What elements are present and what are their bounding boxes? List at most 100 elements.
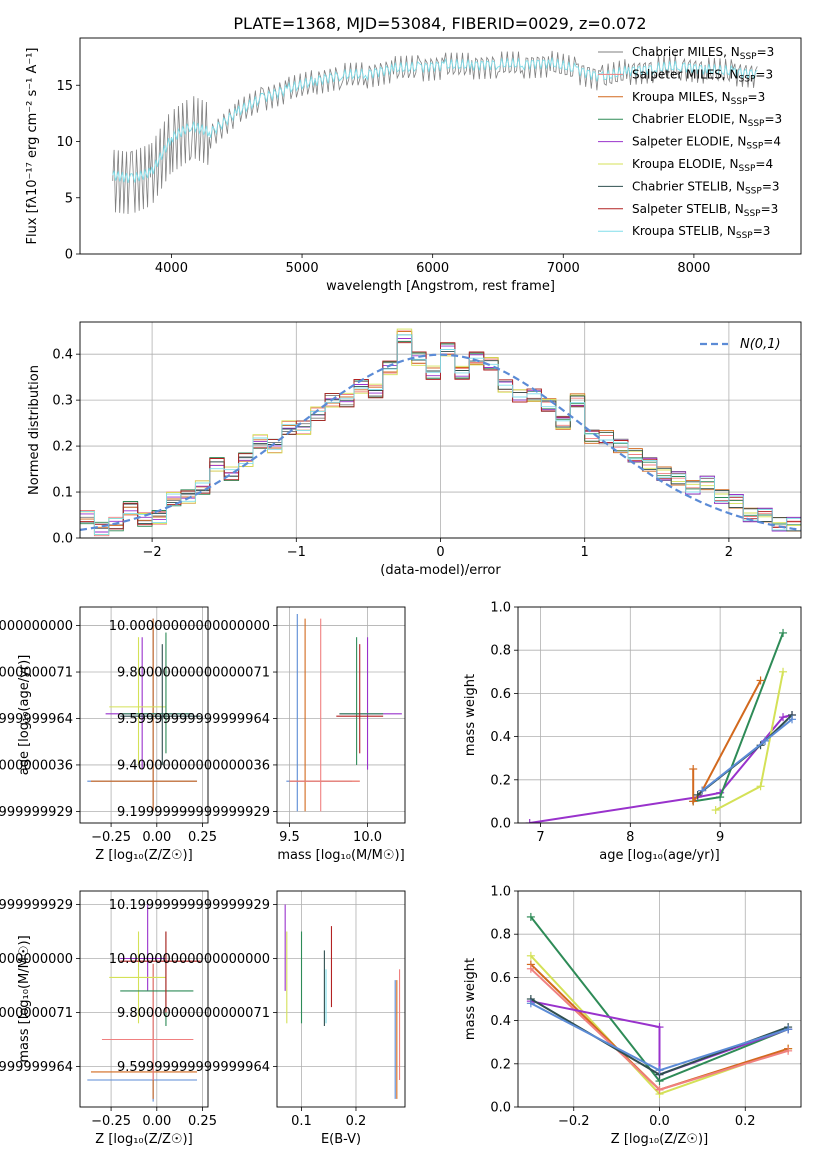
y-tick-label: 9.80000000000000071 — [117, 1006, 270, 1021]
legend-nssp: =4 — [763, 135, 781, 149]
x-tick-label: 0.2 — [346, 1114, 367, 1129]
x-tick-label: 7 — [536, 830, 544, 845]
x-tick-label: −1 — [287, 545, 306, 560]
legend-nssp: =3 — [762, 179, 780, 193]
x-tick-label: 8 — [626, 830, 634, 845]
y-axis-label: mass weight — [463, 958, 478, 1040]
y-tick-label: 9.59999999999999964 — [0, 1060, 73, 1075]
x-tick-label: 6000 — [416, 261, 449, 276]
legend-subscript: SSP — [739, 164, 756, 174]
legend-nssp: =3 — [755, 67, 773, 81]
legend-subscript: SSP — [744, 209, 761, 219]
y-tick-label: 9.19999999999999929 — [117, 805, 270, 820]
legend-nssp: =3 — [753, 224, 771, 238]
histogram-series — [80, 334, 801, 538]
x-axis-label: (data-model)/error — [380, 563, 501, 578]
y-tick-label: 9.59999999999999964 — [0, 712, 73, 727]
legend-model-name: Chabrier MILES, N — [632, 45, 740, 59]
plot-area-mass_age — [286, 613, 402, 812]
x-axis-label: Z [log₁₀(Z/Z☉)] — [95, 1132, 192, 1147]
legend-nssp: =3 — [761, 202, 779, 216]
gaussian-curve — [80, 353, 801, 531]
legend-entry: Salpeter MILES, NSSP=3 — [632, 67, 773, 84]
x-tick-label: 9 — [716, 830, 724, 845]
x-tick-label: 0 — [436, 545, 444, 560]
y-tick-label: 0.8 — [490, 928, 511, 943]
y-tick-label: 0.4 — [490, 1014, 511, 1029]
plot-area-spectrum — [112, 50, 758, 215]
plot-area-ebv_mass — [284, 904, 401, 1099]
y-axis-label: age [log₁₀(age/yr)] — [17, 655, 32, 776]
y-tick-label: 0.2 — [490, 1057, 511, 1072]
plot-area-residual_hist — [80, 328, 801, 538]
legend-label-gaussian: N(0,1) — [740, 337, 781, 352]
axes-frame — [517, 606, 802, 824]
axes-frame — [79, 606, 209, 824]
y-tick-label: 0.1 — [52, 486, 73, 501]
legend-subscript: SSP — [748, 119, 765, 129]
x-tick-label: 5000 — [286, 261, 319, 276]
legend-nssp: =3 — [748, 90, 766, 104]
x-tick-label: 2 — [725, 545, 733, 560]
panel-z_weight: −0.2 0.0 0.2 0.0 0.2 0.4 0.6 0.8 1.0 Z [log₁₀(Z/Z… — [463, 885, 802, 1147]
y-tick-label: 9.59999999999999964 — [117, 712, 270, 727]
y-tick-label: 9.80000000000000071 — [0, 666, 73, 681]
x-tick-label: 1 — [581, 545, 589, 560]
x-axis-label: Z [log₁₀(Z/Z☉)] — [611, 1132, 708, 1147]
weight-series — [529, 714, 793, 823]
weight-series — [715, 671, 784, 811]
y-tick-label: 15 — [56, 79, 73, 94]
panel-z_age: −0.25 0.00 0.25 9.19999999999999929 9.400000… — [0, 606, 217, 863]
x-axis-label: age [log₁₀(age/yr)] — [599, 848, 720, 863]
x-tick-label: 4000 — [155, 261, 188, 276]
axes-frame — [276, 890, 406, 1108]
y-tick-label: 9.40000000000000036 — [117, 758, 270, 773]
series-data — [112, 50, 758, 215]
y-axis-label: Normed distribution — [27, 365, 42, 495]
panel-residual_hist: −2 −1 0 1 2 0.0 0.1 0.2 0.3 0.4 (data-model)/error… — [27, 321, 802, 578]
series-model — [112, 57, 758, 184]
panel-ebv_mass: 0.1 0.2 9.59999999999999964 9.8000000000000… — [109, 890, 406, 1147]
y-tick-label: 1.0 — [490, 885, 511, 900]
x-tick-label: 10.0 — [353, 830, 382, 845]
legend-model-name: Chabrier STELIB, N — [632, 179, 745, 193]
legend-model-name: Kroupa ELODIE, N — [632, 157, 739, 171]
y-tick-label: 0.2 — [490, 773, 511, 788]
x-tick-label: −0.25 — [91, 830, 131, 845]
y-tick-label: 10 — [56, 135, 73, 150]
x-tick-label: −2 — [143, 545, 162, 560]
x-axis-label: E(B-V) — [321, 1132, 361, 1147]
y-tick-label: 10.19999999999999929 — [109, 898, 270, 913]
y-tick-label: 0.6 — [490, 687, 511, 702]
y-axis-label: mass [log₁₀(M/M☉)] — [17, 935, 32, 1062]
y-tick-label: 0.4 — [52, 348, 73, 363]
y-tick-label: 0.4 — [490, 730, 511, 745]
x-tick-label: 7000 — [547, 261, 580, 276]
legend-entry: Chabrier ELODIE, NSSP=3 — [632, 112, 782, 129]
y-tick-label: 1.0 — [490, 601, 511, 616]
legend-entry: Kroupa MILES, NSSP=3 — [632, 90, 765, 107]
axes-frame — [276, 606, 406, 824]
legend-subscript: SSP — [731, 97, 748, 107]
y-tick-label: 0.0 — [490, 1101, 511, 1116]
figure-title: PLATE=1368, MJD=53084, FIBERID=0029, z=0… — [233, 14, 646, 33]
x-tick-label: 0.00 — [142, 1114, 171, 1129]
y-tick-label: 5 — [65, 191, 73, 206]
x-tick-label: 0.0 — [649, 1114, 670, 1129]
panel-age_weight: 7 8 9 0.0 0.2 0.4 0.6 0.8 1.0 age [log₁₀(age/yr)]… — [463, 601, 802, 863]
x-axis-label: mass [log₁₀(M/M☉)] — [277, 848, 404, 863]
panel-spectrum: 4000 5000 6000 7000 8000 0 5 10 15 wavelength [An… — [25, 37, 802, 294]
y-tick-label: 10.00000000000000000 — [109, 619, 270, 634]
y-axis-label: Flux [fλ10⁻¹⁷ erg cm⁻² s⁻¹ A⁻¹] — [25, 48, 40, 245]
y-tick-label: 9.40000000000000036 — [0, 758, 73, 773]
y-tick-label: 0.8 — [490, 644, 511, 659]
y-tick-label: 9.80000000000000071 — [0, 1006, 73, 1021]
legend-entry: Chabrier STELIB, NSSP=3 — [632, 179, 780, 196]
y-tick-label: 9.19999999999999929 — [0, 805, 73, 820]
x-tick-label: −0.25 — [91, 1114, 131, 1129]
y-axis-label: mass weight — [463, 674, 478, 756]
legend-model-name: Salpeter ELODIE, N — [632, 135, 746, 149]
y-tick-label: 10.00000000000000000 — [109, 952, 270, 967]
legend-entry: Chabrier MILES, NSSP=3 — [632, 45, 774, 62]
